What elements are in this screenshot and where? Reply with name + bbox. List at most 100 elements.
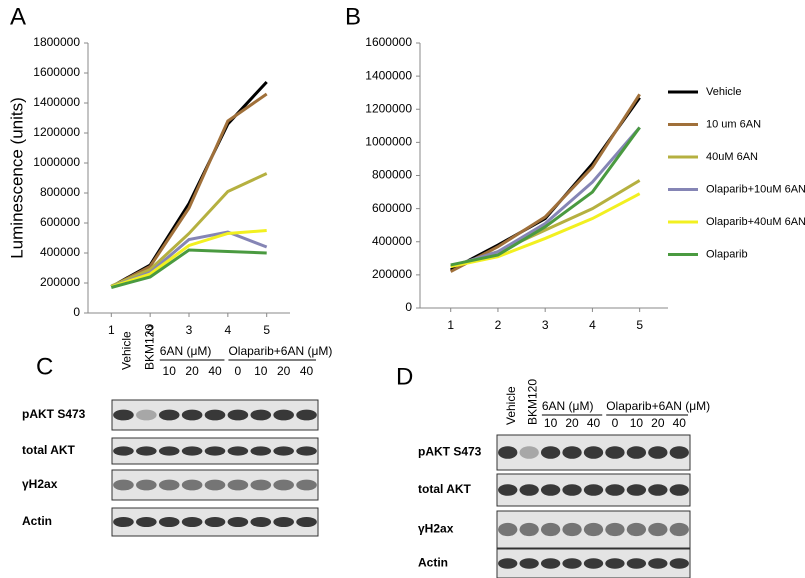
y-tick-label: 1200000 — [33, 125, 80, 139]
blot-band — [158, 516, 180, 528]
blot-band — [648, 558, 668, 569]
blot-band — [113, 446, 134, 456]
dose-label: 20 — [185, 364, 199, 378]
blot-band — [626, 522, 647, 537]
blot-band — [669, 484, 689, 496]
blot-band — [583, 484, 604, 496]
series-line — [450, 126, 641, 269]
blot-band — [250, 446, 272, 456]
blot-band — [669, 558, 689, 569]
blot-band — [136, 409, 157, 421]
blot-band — [648, 522, 668, 537]
series-line — [110, 229, 267, 289]
row-label: total AKT — [418, 482, 472, 496]
blot-band — [648, 484, 668, 496]
blot-band — [562, 484, 582, 496]
dose-label: 40 — [673, 416, 687, 430]
dose-label: 40 — [300, 364, 314, 378]
blot-band — [519, 522, 539, 537]
dose-label: 10 — [544, 416, 558, 430]
blot-band — [296, 516, 317, 528]
lane-label: Vehicle — [120, 331, 134, 370]
blot-band — [113, 479, 134, 491]
group-label: Olaparib+6AN (μM) — [606, 399, 710, 413]
y-tick-label: 200000 — [372, 267, 412, 281]
y-tick-label: 400000 — [372, 234, 412, 248]
dose-label: 20 — [651, 416, 665, 430]
x-tick-label: 5 — [263, 323, 270, 337]
panel-letter: D — [396, 363, 413, 390]
blot-band — [181, 479, 203, 491]
blot-band — [227, 446, 249, 456]
blot-band — [204, 409, 226, 421]
x-tick-label: 4 — [225, 323, 232, 337]
blot-band — [273, 446, 294, 456]
row-label: γH2ax — [418, 522, 454, 536]
lane-label: BKM120 — [525, 379, 539, 425]
lane-label: BKM120 — [143, 324, 157, 370]
x-tick-label: 1 — [108, 323, 115, 337]
blot-band — [519, 446, 539, 459]
panel-letter: C — [36, 353, 53, 380]
blot-band — [136, 516, 157, 528]
blot-band — [583, 522, 604, 537]
blot-band — [498, 484, 518, 496]
blot-band — [250, 409, 272, 421]
group-label: Olaparib+6AN (μM) — [228, 344, 332, 358]
group-label: 6AN (μM) — [160, 344, 212, 358]
blot-band — [626, 558, 647, 569]
y-tick-label: 200000 — [40, 275, 80, 289]
blot-band — [583, 558, 604, 569]
dose-label: 40 — [208, 364, 222, 378]
group-label: 6AN (μM) — [542, 399, 594, 413]
blot-band — [669, 522, 689, 537]
blot-band — [296, 479, 317, 491]
series-line — [450, 126, 641, 267]
blot-band — [273, 516, 294, 528]
blot-band — [136, 479, 157, 491]
y-tick-label: 0 — [73, 305, 80, 319]
row-label: pAKT S473 — [418, 445, 482, 459]
blot-band — [626, 484, 647, 496]
blot-band — [181, 446, 203, 456]
panel-letter: A — [10, 3, 26, 30]
dose-label: 20 — [565, 416, 579, 430]
blot-band — [250, 479, 272, 491]
blot-band — [605, 522, 625, 537]
x-tick-label: 3 — [542, 318, 549, 332]
blot-band — [519, 484, 539, 496]
row-label: Actin — [22, 514, 52, 528]
blot-band — [204, 446, 226, 456]
blot-band — [540, 522, 561, 537]
blot-band — [250, 516, 272, 528]
blot-band — [562, 522, 582, 537]
legend-label: Vehicle — [706, 86, 741, 98]
blot-band — [158, 446, 180, 456]
blot-band — [181, 409, 203, 421]
blot-band — [498, 522, 518, 537]
blot-band — [626, 446, 647, 459]
lane-label: Vehicle — [504, 386, 518, 425]
y-tick-label: 0 — [405, 300, 412, 314]
blot-band — [227, 409, 249, 421]
y-tick-label: 1000000 — [33, 155, 80, 169]
panel-letter: B — [345, 3, 361, 30]
y-tick-label: 1200000 — [365, 101, 412, 115]
y-tick-label: 800000 — [40, 185, 80, 199]
x-tick-label: 1 — [447, 318, 454, 332]
blot-band — [583, 446, 604, 459]
x-tick-label: 2 — [495, 318, 502, 332]
y-tick-label: 1800000 — [33, 35, 80, 49]
y-tick-label: 1600000 — [33, 65, 80, 79]
y-tick-label: 1600000 — [365, 35, 412, 49]
dose-label: 10 — [630, 416, 644, 430]
blot-band — [498, 558, 518, 569]
blot-band — [227, 516, 249, 528]
y-tick-label: 1400000 — [365, 68, 412, 82]
x-tick-label: 4 — [589, 318, 596, 332]
series-line — [450, 192, 641, 269]
blot-band — [648, 446, 668, 459]
dose-label: 0 — [612, 416, 619, 430]
y-axis-label: Luminescence (units) — [7, 97, 26, 259]
